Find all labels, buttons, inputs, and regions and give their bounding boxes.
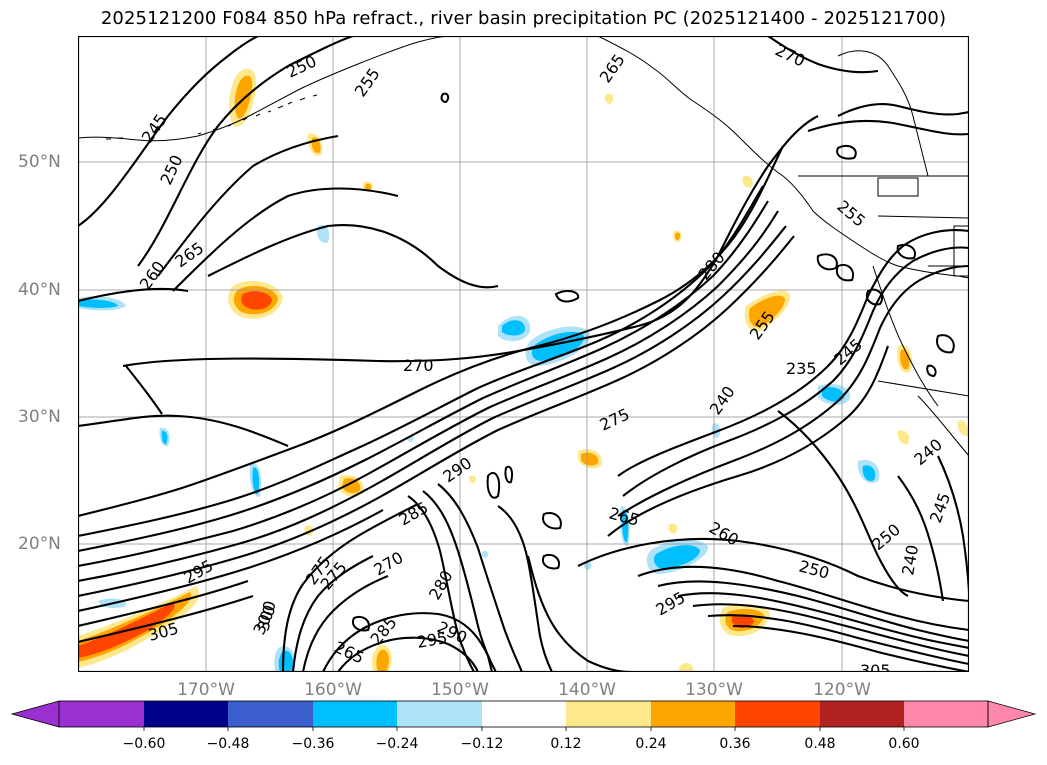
lat-label-30n: 30°N xyxy=(18,407,61,427)
colorbar-tick-label: −0.24 xyxy=(375,736,419,752)
colorbar-segment xyxy=(820,701,904,727)
lon-label-140w: 140°W xyxy=(558,680,616,700)
lon-label-150w: 150°W xyxy=(431,680,489,700)
colorbar-tick-label: −0.48 xyxy=(206,736,250,752)
colorbar xyxy=(10,700,1037,731)
colorbar-segment xyxy=(144,701,228,727)
figure-title: 2025121200 F084 850 hPa refract., river … xyxy=(100,8,947,29)
colorbar-segment xyxy=(397,701,482,727)
colorbar-segment xyxy=(735,701,820,727)
colorbar-extend-min xyxy=(10,700,60,728)
colorbar-tick-label: −0.60 xyxy=(122,736,166,752)
colorbar-segment xyxy=(228,701,313,727)
colorbar-segment xyxy=(313,701,397,727)
contour-label: 235 xyxy=(786,359,817,378)
colorbar-segment xyxy=(651,701,735,727)
map-frame xyxy=(77,35,970,673)
refractivity-contours xyxy=(77,35,971,674)
colorbar-extend-max xyxy=(987,700,1037,728)
colorbar-segment xyxy=(566,701,651,727)
lat-label-20n: 20°N xyxy=(18,534,61,554)
contour-label: 305 xyxy=(860,661,891,672)
colorbar-tick-label: −0.12 xyxy=(460,736,504,752)
colorbar-tick-label: 0.12 xyxy=(550,736,582,752)
colorbar-segment xyxy=(904,701,988,727)
map-svg: 245 250 250 260 265 255 265 270 270 275 … xyxy=(77,35,971,680)
graticule xyxy=(78,36,969,672)
colorbar-segment xyxy=(59,701,144,727)
lat-label-40n: 40°N xyxy=(18,280,61,300)
colorbar-tick-label: 0.24 xyxy=(635,736,667,752)
lon-label-170w: 170°W xyxy=(177,680,235,700)
lon-label-160w: 160°W xyxy=(304,680,362,700)
lon-label-120w: 120°W xyxy=(813,680,871,700)
colorbar-tick-label: 0.36 xyxy=(719,736,751,752)
map-panel: 245 250 250 260 265 255 265 270 270 275 … xyxy=(77,35,971,680)
contour-label: 270 xyxy=(403,356,434,375)
colorbar-tick-label: 0.60 xyxy=(888,736,920,752)
colorbar-segment xyxy=(482,701,566,727)
lat-label-50n: 50°N xyxy=(18,152,61,172)
lon-label-130w: 130°W xyxy=(685,680,743,700)
precip-shading xyxy=(78,68,969,672)
colorbar-tick-label: −0.36 xyxy=(291,736,335,752)
colorbar-tick-label: 0.48 xyxy=(804,736,836,752)
small-contours xyxy=(352,92,955,632)
